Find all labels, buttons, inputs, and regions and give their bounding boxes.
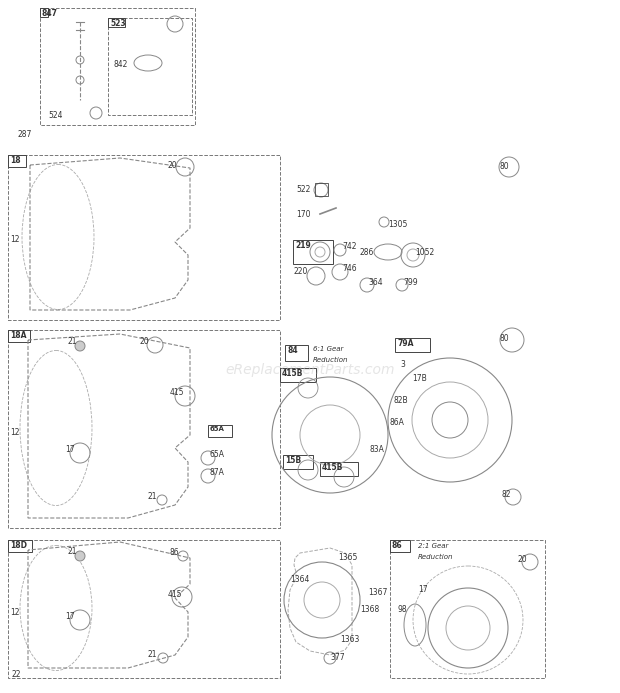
Text: 1368: 1368 xyxy=(360,605,379,614)
Text: 18: 18 xyxy=(10,156,20,165)
Text: 3: 3 xyxy=(400,360,405,369)
Text: 17: 17 xyxy=(418,585,428,594)
Text: 364: 364 xyxy=(368,278,383,287)
Text: 170: 170 xyxy=(296,210,311,219)
Text: 86: 86 xyxy=(170,548,180,557)
Text: 219: 219 xyxy=(295,241,311,250)
Text: 1365: 1365 xyxy=(338,553,357,562)
Text: 65A: 65A xyxy=(210,426,225,432)
Text: 86: 86 xyxy=(392,541,402,550)
Text: 82B: 82B xyxy=(394,396,409,405)
Text: 415: 415 xyxy=(170,388,185,397)
Text: 15B: 15B xyxy=(285,456,301,465)
Text: 18D: 18D xyxy=(10,541,27,550)
Text: 17B: 17B xyxy=(412,374,427,383)
Text: 18A: 18A xyxy=(10,331,27,340)
Text: 415: 415 xyxy=(168,590,182,599)
Text: 86A: 86A xyxy=(390,418,405,427)
Text: Reduction: Reduction xyxy=(418,554,453,560)
Text: 377: 377 xyxy=(330,653,345,662)
Circle shape xyxy=(75,341,85,351)
Text: 415B: 415B xyxy=(322,463,343,472)
Text: 1363: 1363 xyxy=(340,635,360,644)
Text: 80: 80 xyxy=(500,334,510,343)
Text: 21: 21 xyxy=(68,547,78,556)
Text: 799: 799 xyxy=(403,278,418,287)
Text: 20: 20 xyxy=(168,161,177,170)
Text: 65A: 65A xyxy=(210,450,225,459)
Text: 287: 287 xyxy=(18,130,32,139)
Text: 746: 746 xyxy=(342,264,356,273)
Text: 20: 20 xyxy=(140,337,149,346)
Text: 523: 523 xyxy=(110,19,126,28)
Text: 83A: 83A xyxy=(370,445,385,454)
Text: 87A: 87A xyxy=(210,468,225,477)
Text: eReplacementParts.com: eReplacementParts.com xyxy=(225,363,395,377)
Text: 21: 21 xyxy=(148,650,157,659)
Text: 84: 84 xyxy=(287,346,298,355)
Text: 98: 98 xyxy=(397,605,407,614)
Text: 524: 524 xyxy=(48,111,63,120)
Text: 842: 842 xyxy=(113,60,127,69)
Text: 80: 80 xyxy=(500,162,510,171)
Text: 12: 12 xyxy=(10,608,19,617)
Text: 1305: 1305 xyxy=(388,220,407,229)
Text: 12: 12 xyxy=(10,428,19,437)
Text: 79A: 79A xyxy=(397,339,414,348)
Text: 220: 220 xyxy=(293,267,308,276)
Text: 21: 21 xyxy=(68,337,78,346)
Text: 82: 82 xyxy=(502,490,512,499)
Text: 2:1 Gear: 2:1 Gear xyxy=(418,543,448,549)
Text: 415B: 415B xyxy=(282,369,303,378)
Text: Reduction: Reduction xyxy=(313,357,348,363)
Text: 21: 21 xyxy=(148,492,157,501)
Text: 1052: 1052 xyxy=(415,248,434,257)
Text: 742: 742 xyxy=(342,242,356,251)
Text: 17: 17 xyxy=(65,612,74,621)
Text: 847: 847 xyxy=(42,9,58,18)
Text: 20: 20 xyxy=(517,555,526,564)
Text: 522: 522 xyxy=(296,185,311,194)
Text: 22: 22 xyxy=(12,670,22,679)
Circle shape xyxy=(75,551,85,561)
Text: 6:1 Gear: 6:1 Gear xyxy=(313,346,343,352)
Text: 12: 12 xyxy=(10,235,19,244)
Text: 1367: 1367 xyxy=(368,588,388,597)
Text: 17: 17 xyxy=(65,445,74,454)
Text: 1364: 1364 xyxy=(290,575,309,584)
Text: 286: 286 xyxy=(360,248,374,257)
